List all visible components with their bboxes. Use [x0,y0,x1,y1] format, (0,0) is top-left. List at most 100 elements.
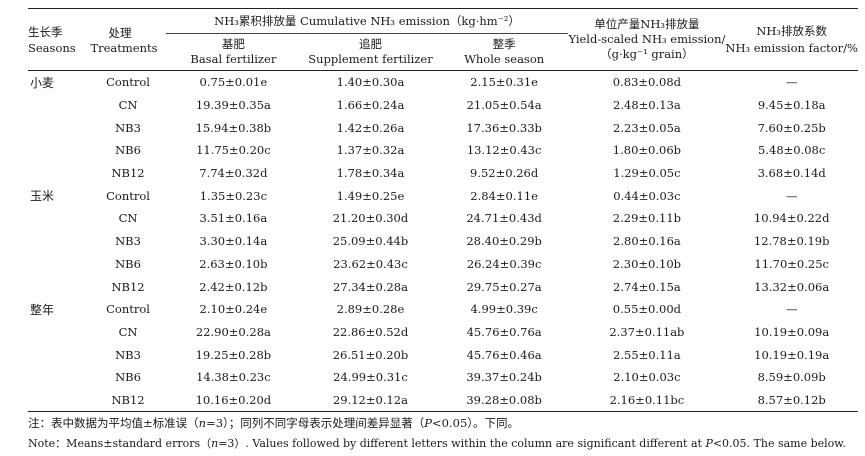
table-row: NB12 7.74±0.32d 1.78±0.34a 9.52±0.26d 1.29±0… [28,162,858,185]
header-factor: NH₃排放系数 NH₃ emission factor/% [725,8,858,71]
basal-cell: 1.35±0.23c [199,188,268,203]
factor-cell: — [785,188,798,203]
yield-cell: 2.74±0.15a [613,279,681,294]
factor-cell: 10.19±0.19a [754,347,830,362]
header-supplement: 追肥 Supplement fertilizer [301,34,440,71]
note-cn-prefix: 注：表中数据为平均值±标准误（ [28,416,199,430]
yield-cell: 1.29±0.05c [613,166,681,181]
whole-cell: 4.99±0.39c [470,302,538,317]
season-cell: 玉米 [30,189,55,204]
table-header: 生长季 Seasons 处理 Treatments NH₃累积排放量 Cumul… [28,8,858,71]
treatment-cell: Control [106,75,150,90]
supplement-cell: 25.09±0.44b [332,234,409,249]
factor-cell: 10.19±0.09a [754,324,830,339]
whole-cell: 39.28±0.08b [466,392,542,407]
factor-cell: 9.45±0.18a [757,98,826,113]
basal-cell: 15.94±0.38b [195,120,272,135]
yield-cell: 2.29±0.11b [612,211,682,226]
basal-cell: 19.39±0.35a [195,98,271,113]
treatment-cell: NB6 [115,370,141,385]
header-basal-en: Basal fertilizer [190,52,277,66]
whole-cell: 21.05±0.54a [466,98,542,113]
season-cell [28,389,90,412]
basal-cell: 2.10±0.24e [199,302,268,317]
season-cell: 小麦 [30,75,55,90]
table-row: NB3 19.25±0.28b 26.51±0.20b 45.76±0.46a 2.55… [28,343,858,366]
treatment-cell: CN [118,211,138,226]
yield-cell: 2.37±0.11ab [609,324,685,339]
season-cell [28,116,90,139]
season-cell [28,139,90,162]
note-en: Note：Means±standard errors（n=3）. Values … [28,435,846,451]
basal-cell: 11.75±0.20c [196,143,271,158]
factor-cell: 12.78±0.19b [753,234,830,249]
table-row: CN 3.51±0.16a 21.20±0.30d 24.71±0.43d 2.29±0… [28,207,858,230]
whole-cell: 24.71±0.43d [466,211,542,226]
season-cell [28,253,90,276]
table-row: 玉米 Control 1.35±0.23c 1.49±0.25e 2.84±0.11e 0… [28,184,858,207]
yield-cell: 2.48±0.13a [613,98,681,113]
note-en-prefix: Note：Means±standard errors（ [28,437,212,450]
basal-cell: 2.42±0.12b [199,279,268,294]
whole-cell: 2.84±0.11e [470,188,538,203]
whole-cell: 13.12±0.43c [466,143,542,158]
basal-cell: 10.16±0.20d [195,392,272,407]
whole-cell: 29.75±0.27a [466,279,542,294]
note-en-suffix: <0.05. The same below. [712,437,846,450]
basal-cell: 2.63±0.10b [199,256,268,271]
basal-cell: 3.51±0.16a [199,211,268,226]
supplement-cell: 1.49±0.25e [336,188,405,203]
treatment-cell: CN [118,324,138,339]
supplement-cell: 27.34±0.28a [332,279,408,294]
whole-cell: 45.76±0.76a [466,324,542,339]
treatment-cell: NB6 [115,143,141,158]
whole-cell: 39.37±0.24b [466,370,542,385]
factor-cell: 10.94±0.22d [753,211,830,226]
supplement-cell: 1.78±0.34a [336,166,405,181]
basal-cell: 0.75±0.01e [199,75,268,90]
header-season-cn: 生长季 [28,24,63,39]
supplement-cell: 1.37±0.32a [336,143,405,158]
note-en-mid: =3）. Values followed by different letter… [218,437,706,450]
supplement-cell: 21.20±0.30d [332,211,409,226]
season-cell [28,343,90,366]
whole-cell: 17.36±0.33b [466,120,542,135]
header-yield-en: Yield-scaled NH₃ emission/ [568,32,726,46]
header-yield-cn: 单位产量NH₃排放量 [594,17,700,31]
factor-cell: — [785,302,798,317]
treatment-cell: NB3 [115,234,141,249]
whole-cell: 45.76±0.46a [466,347,542,362]
header-supplement-cn: 追肥 [358,37,382,51]
header-treatment-cn: 处理 [108,25,132,40]
table-row: NB6 14.38±0.23c 24.99±0.31c 39.37±0.24b 2.10… [28,366,858,389]
supplement-cell: 29.12±0.12a [332,392,408,407]
header-treatment-en: Treatments [90,40,158,55]
note-en-p: P [705,437,713,450]
note-cn-mid: =3）；同列不同字母表示处理间差异显著（ [206,416,425,430]
note-cn-n: n [198,416,207,430]
supplement-cell: 26.51±0.20b [332,347,409,362]
season-cell [28,162,90,185]
basal-cell: 22.90±0.28a [195,324,271,339]
table-row: 小麦 Control 0.75±0.01e 1.40±0.30a 2.15±0.31e 0… [28,71,858,94]
table-body: 小麦 Control 0.75±0.01e 1.40±0.30a 2.15±0.31e 0… [28,71,858,412]
treatment-cell: CN [118,98,138,113]
season-cell [28,275,90,298]
supplement-cell: 23.62±0.43c [333,256,408,271]
factor-cell: 11.70±0.25c [754,256,829,271]
yield-cell: 2.16±0.11bc [609,392,685,407]
table-row: NB6 11.75±0.20c 1.37±0.32a 13.12±0.43c 1.80±… [28,139,858,162]
header-factor-cn: NH₃排放系数 [756,23,828,38]
season-cell: 整年 [30,302,55,317]
factor-cell: 8.59±0.09b [757,370,826,385]
header-yield-unit: （g·kg⁻¹ grain） [600,47,694,61]
factor-cell: 8.57±0.12b [757,392,826,407]
treatment-cell: Control [106,302,150,317]
table-row: NB3 15.94±0.38b 1.42±0.26a 17.36±0.33b 2.23±… [28,116,858,139]
yield-cell: 0.55±0.00d [612,302,682,317]
season-cell [28,366,90,389]
factor-cell: 5.48±0.08c [758,143,826,158]
treatment-cell: NB6 [115,256,141,271]
supplement-cell: 1.40±0.30a [336,75,405,90]
